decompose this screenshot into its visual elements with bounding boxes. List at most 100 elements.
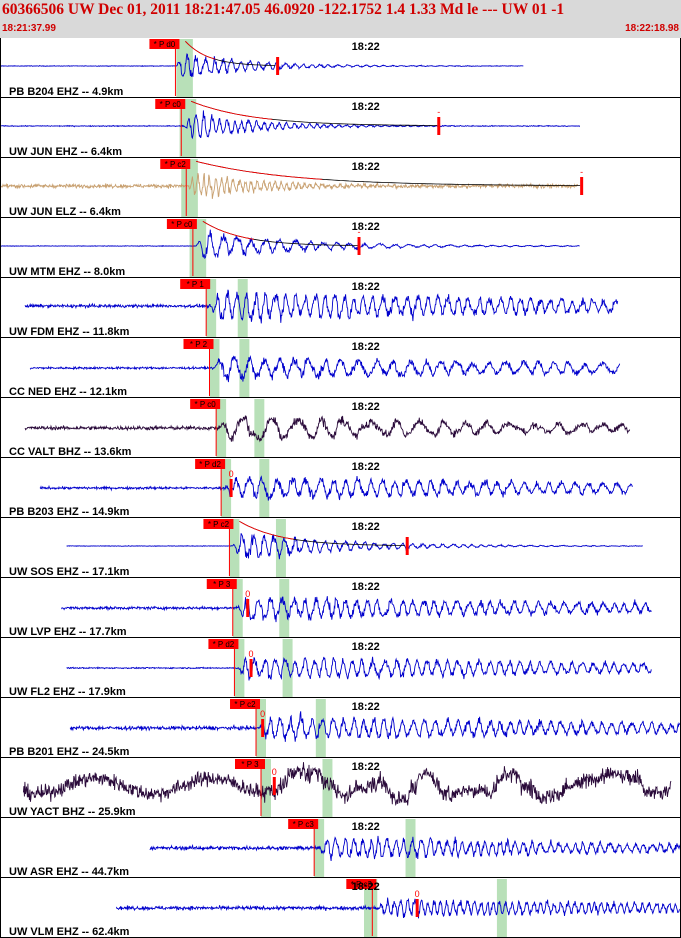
station-label: UW ASR EHZ -- 44.7km xyxy=(9,866,129,878)
timing-window xyxy=(239,339,250,397)
pick-label: * P c0 xyxy=(160,100,182,109)
pick-label: * P c2 xyxy=(234,700,256,709)
station-label: UW VLM EHZ -- 62.4km xyxy=(9,926,130,938)
trace-panel: * P 3 0 18:22 UW LVP EHZ -- 17.7km xyxy=(0,579,681,638)
timing-window xyxy=(234,639,245,697)
waveform xyxy=(149,835,681,862)
amplitude-marker-label: 0 xyxy=(415,889,420,899)
pick-label: * P c0 xyxy=(195,400,217,409)
waveform xyxy=(0,172,579,199)
pick-flag xyxy=(190,399,221,409)
amplitude-marker xyxy=(357,237,361,255)
minute-tick-label: 18:22 xyxy=(352,161,380,173)
amplitude-marker xyxy=(415,899,419,917)
waveform xyxy=(29,354,621,383)
pick-flag xyxy=(206,579,237,589)
amplitude-marker-label: - xyxy=(580,167,583,177)
amplitude-marker-label: 0 xyxy=(229,469,234,479)
amplitude-marker-label: 0 xyxy=(272,767,277,777)
pick-flag xyxy=(230,699,261,709)
minute-tick-label: 18:22 xyxy=(352,701,380,713)
amplitude-marker xyxy=(580,177,584,195)
trace-panel: * P c2 - 18:22 UW JUN ELZ -- 6.4km xyxy=(0,159,681,218)
amplitude-marker-label: - xyxy=(358,227,361,237)
pick-label: * P c3 xyxy=(293,820,315,829)
pick-flag xyxy=(235,759,266,769)
end-time-label: 18:22:18.98 xyxy=(625,23,679,34)
minute-tick-label: 18:22 xyxy=(352,281,380,293)
station-label: UW FDM EHZ -- 11.8km xyxy=(9,326,130,338)
minute-tick-label: 18:22 xyxy=(352,641,380,653)
trace-panel: * P c3 0 18:22 UW VLM EHZ -- 62.4km xyxy=(0,879,681,938)
coda-fit xyxy=(196,160,581,186)
waveform xyxy=(69,711,681,742)
timing-window xyxy=(496,879,507,937)
minute-tick-label: 18:22 xyxy=(352,821,380,833)
station-label: UW SOS EHZ -- 17.1km xyxy=(9,566,130,578)
amplitude-marker-label: 0 xyxy=(260,709,265,719)
timing-window xyxy=(206,279,217,337)
header-bar: 60366506 UW Dec 01, 2011 18:21:47.05 46.… xyxy=(0,0,681,38)
pick-label: * P d2 xyxy=(213,640,235,649)
waveform xyxy=(116,897,681,919)
station-label: PB B201 EHZ -- 24.5km xyxy=(9,746,130,758)
amplitude-marker-label: 0 xyxy=(249,649,254,659)
waveform xyxy=(22,762,672,807)
amplitude-marker-label: - xyxy=(437,107,440,117)
timing-window xyxy=(322,759,333,817)
trace-panel: * P c3 18:22 UW ASR EHZ -- 44.7km xyxy=(0,819,681,878)
pick-label: * P c3 xyxy=(351,880,373,889)
trace-panel: * P c0 -18:22 UW MTM EHZ -- 8.0km xyxy=(0,219,681,278)
timing-window xyxy=(237,279,248,337)
pick-flag xyxy=(203,519,234,529)
pick-label: * P c0 xyxy=(171,220,193,229)
pick-label: * P d0 xyxy=(154,40,176,49)
waveform xyxy=(24,415,631,443)
timing-window xyxy=(189,219,207,277)
minute-tick-label: 18:22 xyxy=(352,461,380,473)
timing-window xyxy=(282,639,293,697)
minute-tick-label: 18:22 xyxy=(352,41,380,53)
station-label: PB B204 EHZ -- 4.9km xyxy=(9,86,124,98)
station-label: UW JUN EHZ -- 6.4km xyxy=(9,146,122,158)
timing-window xyxy=(176,39,193,97)
trace-panel: * P 3 0 18:22 UW YACT BHZ -- 25.9km xyxy=(0,759,681,818)
minute-tick-label: 18:22 xyxy=(352,221,380,233)
amplitude-marker xyxy=(272,777,276,795)
pick-flag xyxy=(155,99,186,109)
amplitude-marker xyxy=(405,537,409,555)
pick-label: * P 3 xyxy=(241,760,259,769)
waveform xyxy=(39,475,633,501)
minute-tick-label: 18:22 xyxy=(352,341,380,353)
timing-window xyxy=(261,759,271,817)
pick-label: * P c2 xyxy=(165,160,187,169)
station-label: UW LVP EHZ -- 17.7km xyxy=(9,626,127,638)
amplitude-marker xyxy=(229,479,233,497)
trace-panel: * P 1 18:22 UW FDM EHZ -- 11.8km xyxy=(0,279,681,338)
waveform xyxy=(24,289,619,324)
trace-panel: * P d0 18:22 PB B204 EHZ -- 4.9km xyxy=(0,39,681,98)
trace-panel: * P 2 18:22 CC NED EHZ -- 12.1km xyxy=(0,339,681,398)
station-label: PB B203 EHZ -- 14.9km xyxy=(9,506,130,518)
pick-label: * P d2 xyxy=(199,460,221,469)
minute-tick-label: 18:22 xyxy=(352,521,380,533)
trace-panel: * P d2 0 18:22 UW FL2 EHZ -- 17.9km xyxy=(0,639,681,698)
trace-panel: * P c0 - 18:22 UW JUN EHZ -- 6.4km xyxy=(0,99,681,158)
timing-window xyxy=(179,99,197,157)
trace-panel: * P c2 0 18:22 PB B201 EHZ -- 24.5km xyxy=(0,699,681,758)
timing-window xyxy=(279,579,290,637)
amplitude-marker xyxy=(246,599,250,617)
minute-tick-label: 18:22 xyxy=(352,581,380,593)
amplitude-marker xyxy=(437,117,441,135)
timing-window xyxy=(232,579,243,637)
station-label: CC VALT BHZ -- 13.6km xyxy=(9,446,132,458)
timing-window xyxy=(256,699,266,757)
start-time-label: 18:21:37.99 xyxy=(2,23,56,34)
pick-flag xyxy=(346,879,377,889)
amplitude-marker xyxy=(261,719,265,737)
coda-fit-start xyxy=(239,520,294,540)
timing-window xyxy=(254,399,265,457)
station-label: UW MTM EHZ -- 8.0km xyxy=(9,266,125,278)
